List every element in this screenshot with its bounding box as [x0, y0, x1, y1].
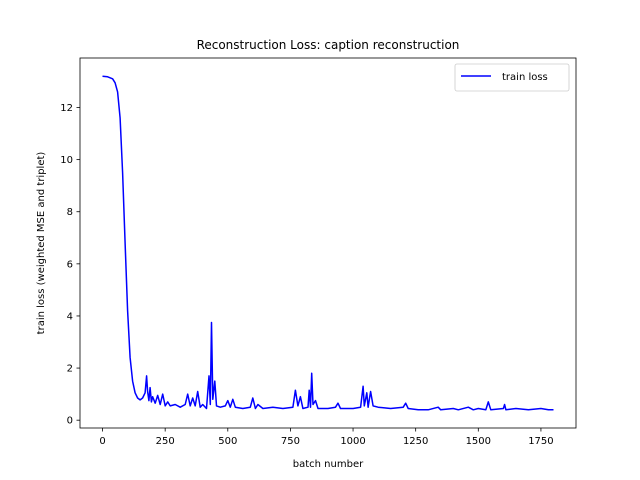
- x-tick-label: 0: [99, 436, 105, 447]
- chart-title: Reconstruction Loss: caption reconstruct…: [197, 38, 460, 52]
- y-tick-label: 8: [67, 207, 73, 218]
- x-tick-label: 1750: [528, 436, 553, 447]
- y-tick-label: 12: [60, 103, 73, 114]
- y-tick-label: 2: [67, 364, 73, 375]
- axes-frame: [79, 57, 577, 429]
- x-axis-ticks: 0 250 500 750 1000 1250 1500 1750: [99, 428, 554, 447]
- plot-area: [79, 57, 577, 429]
- y-tick-label: 10: [60, 155, 73, 166]
- x-tick-label: 1500: [466, 436, 491, 447]
- legend: train loss: [454, 63, 570, 92]
- y-axis-ticks: 0 2 4 6 8 10 12: [60, 103, 80, 427]
- x-tick-label: 500: [218, 436, 237, 447]
- x-tick-label: 750: [281, 436, 300, 447]
- y-axis-label: train loss (weighted MSE and triplet): [36, 152, 47, 335]
- legend-box: [454, 63, 570, 92]
- y-tick-label: 0: [67, 416, 73, 427]
- series-layer: [102, 75, 554, 411]
- series-line-0: [102, 75, 554, 411]
- y-tick-label: 4: [67, 311, 73, 322]
- x-axis-label: batch number: [293, 459, 364, 470]
- x-tick-label: 1000: [340, 436, 365, 447]
- x-tick-label: 1250: [403, 436, 428, 447]
- y-tick-label: 6: [67, 259, 73, 270]
- legend-label-train-loss: train loss: [502, 72, 548, 83]
- x-tick-label: 250: [156, 436, 175, 447]
